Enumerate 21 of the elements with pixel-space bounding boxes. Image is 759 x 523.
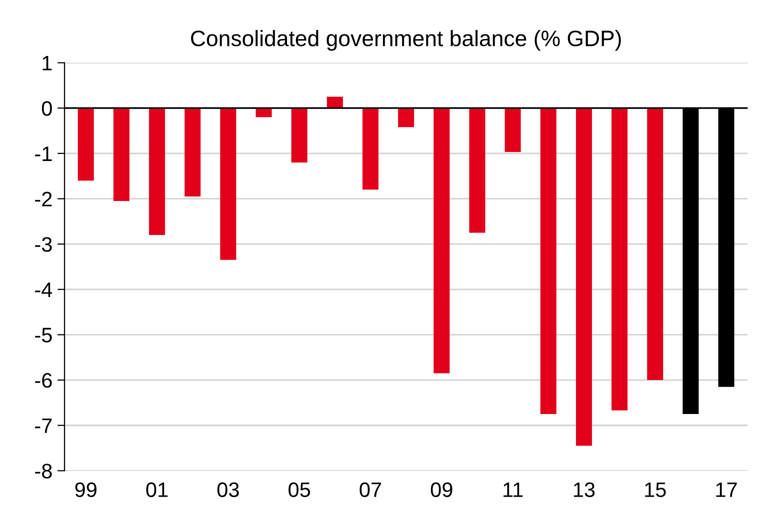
y-tick-label: -6 xyxy=(35,373,52,388)
x-tick-label: 09 xyxy=(430,482,452,498)
x-tick-label: 99 xyxy=(75,482,96,498)
x-tick-label: 17 xyxy=(716,482,737,497)
x-tick-label: 05 xyxy=(288,482,310,498)
y-tick-label: -8 xyxy=(35,464,52,478)
y-tick-label: -5 xyxy=(35,328,52,342)
y-tick-label: 1 xyxy=(42,56,52,70)
x-tick-label: 11 xyxy=(504,482,523,497)
chart-title: Consolidated government balance (% GDP) xyxy=(191,30,621,51)
y-tick-label: -2 xyxy=(35,192,52,206)
x-tick-label: 13 xyxy=(574,482,595,498)
x-tick-label: 03 xyxy=(217,482,239,498)
y-tick-label: -4 xyxy=(35,282,52,297)
x-tick-label: 15 xyxy=(645,482,666,498)
x-tick-label: 01 xyxy=(146,482,168,498)
y-tick-label: 0 xyxy=(42,101,52,116)
y-tick-label: -3 xyxy=(35,237,52,252)
y-tick-label: -7 xyxy=(35,418,52,433)
y-tick-label: -1 xyxy=(35,146,52,161)
x-tick-label: 07 xyxy=(360,482,382,498)
